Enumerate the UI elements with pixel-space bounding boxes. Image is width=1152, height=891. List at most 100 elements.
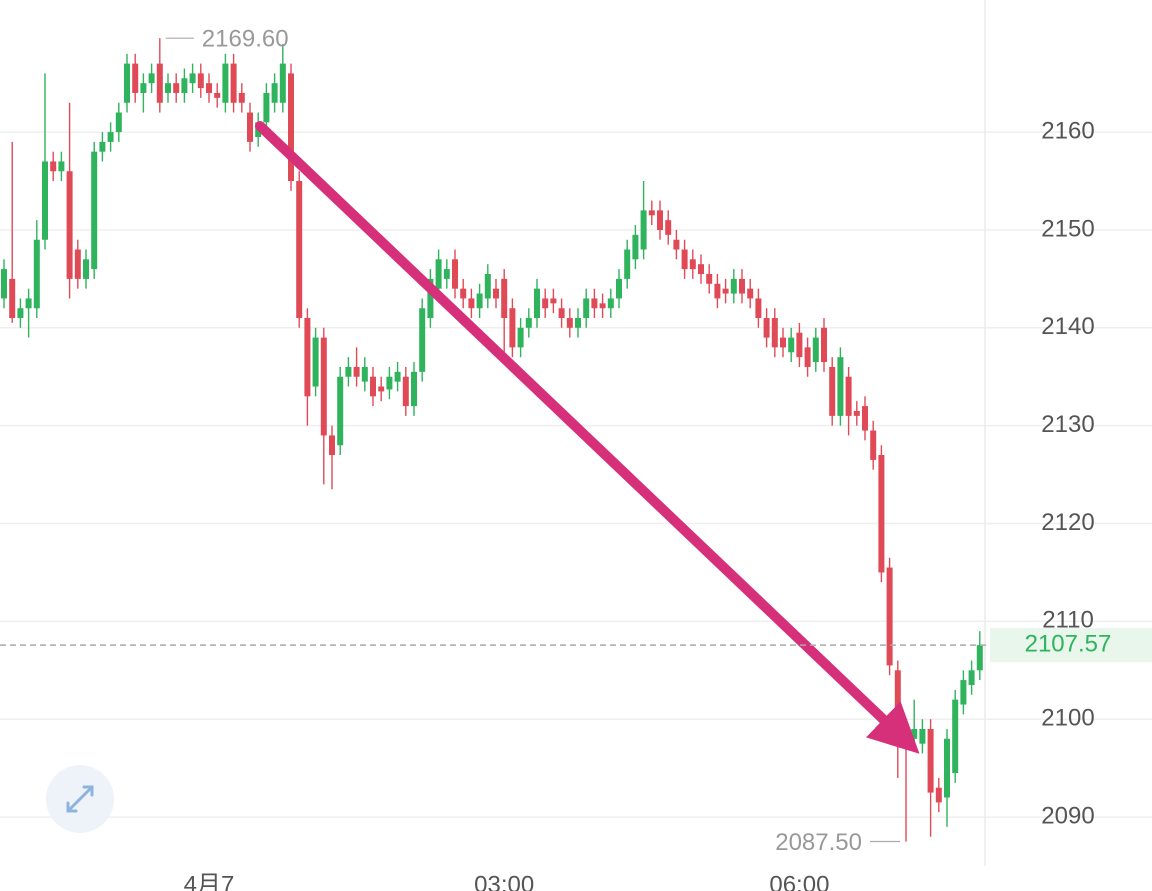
x-tick-label: 06:00: [769, 871, 829, 891]
trend-arrow: [255, 121, 920, 754]
candle-body: [681, 249, 688, 270]
candle-body: [345, 366, 352, 377]
candle-body: [607, 298, 614, 309]
candle-body: [484, 273, 491, 299]
candle-body: [624, 249, 631, 279]
candle-body: [165, 83, 171, 93]
candle-body: [452, 259, 458, 289]
candle-body: [435, 259, 442, 289]
candle-body: [33, 239, 40, 309]
candle-body: [591, 298, 598, 309]
x-tick-label: 03:00: [474, 871, 534, 891]
candle-body: [173, 83, 180, 93]
last-price-label: 2107.57: [1025, 630, 1112, 657]
candle-body: [730, 278, 737, 294]
candle-body: [247, 112, 253, 142]
candle-body: [271, 83, 278, 103]
candle-body: [616, 278, 622, 299]
candle-body: [870, 430, 877, 460]
candle-body: [862, 406, 868, 431]
candle-body: [755, 298, 762, 319]
candle-body: [558, 308, 565, 319]
candle-body: [812, 337, 819, 363]
candle-body: [263, 92, 270, 123]
candle-body: [935, 787, 942, 803]
candle-body: [124, 63, 130, 103]
candle-body: [714, 283, 721, 299]
candle-body: [181, 78, 188, 93]
candle-body: [107, 132, 114, 142]
candle-body: [427, 278, 434, 319]
candle-body: [91, 151, 98, 270]
candle-body: [566, 318, 573, 328]
candle-body: [657, 210, 663, 230]
candle-body: [689, 259, 696, 270]
candle-body: [279, 63, 286, 103]
candle-body: [132, 63, 139, 93]
candle-body: [640, 210, 647, 250]
candle-body: [419, 308, 426, 372]
candle-body: [804, 347, 811, 367]
candle-body: [304, 318, 311, 397]
candle-body: [501, 278, 508, 319]
candle-body: [288, 73, 294, 182]
candle-body: [525, 318, 532, 328]
candle-body: [976, 645, 983, 671]
candle-body: [140, 83, 147, 93]
candle-body: [197, 73, 204, 89]
candle-body: [919, 729, 926, 744]
candle-body: [468, 298, 475, 309]
candle-body: [238, 92, 245, 103]
candle-body: [386, 376, 393, 390]
candle-body: [722, 288, 729, 294]
candle-body: [66, 171, 73, 279]
candle-body: [845, 376, 852, 416]
candle-body: [550, 298, 557, 304]
candle-body: [42, 161, 48, 240]
candle-body: [837, 357, 844, 416]
candle-body: [99, 141, 106, 152]
candle-body: [25, 298, 32, 309]
candle-body: [878, 455, 885, 573]
candle-body: [312, 337, 319, 387]
y-tick-label: 2150: [1041, 215, 1094, 242]
low-marker-label: 2087.50: [775, 829, 862, 856]
expand-button[interactable]: [46, 765, 114, 833]
candle-body: [329, 435, 335, 456]
candle-body: [853, 410, 860, 416]
candle-body: [968, 670, 975, 685]
candle-body: [829, 366, 836, 416]
candle-body: [771, 318, 778, 348]
candle-body: [788, 337, 795, 353]
candle-body: [927, 729, 934, 793]
candle-body: [148, 73, 155, 84]
candle-body: [156, 63, 163, 103]
candle-body: [673, 239, 680, 250]
candle-body: [353, 366, 360, 377]
candle-body: [460, 288, 467, 299]
candle-body: [821, 327, 827, 363]
candle-body: [583, 298, 590, 319]
candle-body: [698, 264, 704, 274]
candle-body: [534, 288, 540, 319]
candle-body: [476, 293, 483, 309]
candle-body: [575, 318, 581, 328]
candle-body: [74, 249, 81, 279]
y-tick-label: 2100: [1041, 705, 1094, 732]
candle-body: [222, 63, 229, 103]
last-price-box: [990, 628, 1152, 663]
high-marker-label: 2169.60: [202, 26, 289, 53]
y-tick-label: 2140: [1041, 313, 1094, 340]
candle-body: [763, 318, 770, 338]
candle-body: [214, 92, 221, 98]
candle-body: [320, 337, 327, 436]
candle-body: [886, 567, 893, 666]
candle-body: [411, 371, 417, 407]
candle-body: [648, 210, 655, 216]
candle-body: [739, 278, 745, 294]
candle-body: [665, 220, 672, 235]
candle-body: [115, 112, 122, 133]
candle-body: [509, 308, 516, 348]
expand-icon: [66, 785, 94, 813]
